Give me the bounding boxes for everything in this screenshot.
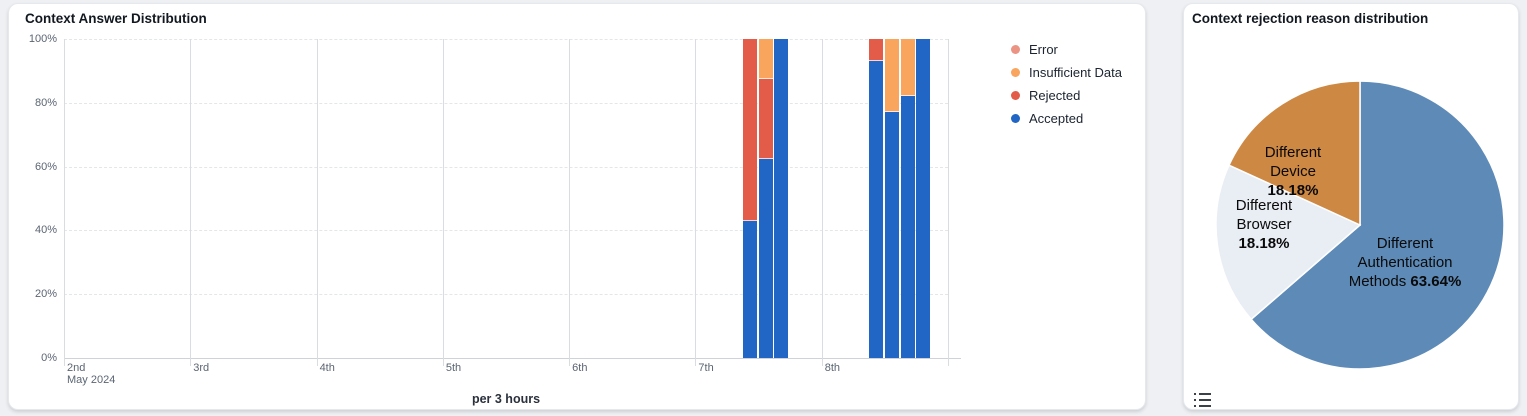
legend-item-error[interactable]: Error [1011,42,1122,57]
x-gridline [569,39,571,366]
bar-segment-accepted[interactable] [916,39,931,358]
x-axis-line [64,358,961,359]
bar-segment-rejected[interactable] [742,39,757,221]
x-tick-label: 2nd [67,362,86,374]
bar-segment-rejected[interactable] [758,78,773,159]
y-gridline [64,102,948,104]
bar-chart-xaxis-unit-label: per 3 hours [471,392,541,406]
y-tick-label: 100% [28,33,57,45]
pie-slice-different-browser[interactable] [1215,164,1362,321]
legend-color-dot [1011,68,1020,77]
x-tick-label: 8th [824,362,840,374]
bar-segment-accepted[interactable] [900,96,915,358]
bar-segment-rejected[interactable] [869,39,884,62]
y-tick-label: 40% [34,224,57,237]
stacked-bar[interactable] [869,39,884,358]
stacked-bar[interactable] [774,39,789,358]
pie-slice-different-device[interactable] [1228,80,1361,227]
legend-color-dot [1011,45,1020,54]
x-gridline [64,39,65,366]
pie-chart-title: Context rejection reason distribution [1192,11,1429,26]
legend-item-accepted[interactable]: Accepted [1011,111,1122,126]
legend-toggle-row [1194,393,1212,395]
bar-chart-title: Context Answer Distribution [25,11,207,26]
pie-slice-label-different-browser: Different Browser 18.18% [1235,197,1293,252]
legend-color-dot [1011,114,1020,123]
x-tick-label: 7th [698,362,714,374]
bar-segment-accepted[interactable] [758,158,773,358]
y-gridline [64,166,948,168]
bar-segment-accepted[interactable] [869,61,884,358]
y-tick-label: 20% [34,288,57,301]
pie-chart [1215,80,1505,370]
legend-item-label: Rejected [1029,88,1081,103]
x-gridline [821,39,823,366]
y-tick-label: 60% [34,160,57,173]
bar-segment-insufficient-data[interactable] [900,39,915,97]
x-tick-sublabel: May 2024 [67,374,116,386]
y-gridline [64,230,948,232]
x-gridline [442,39,444,366]
bar-segment-insufficient-data[interactable] [884,39,899,113]
x-tick-label: 3rd [193,362,210,374]
pie-slice-different-authentication-methods[interactable] [1250,80,1505,370]
stacked-bar[interactable] [900,39,915,358]
pie-chart-panel: Context rejection reason distribution Di… [1183,3,1519,410]
y-tick-label: 0% [41,352,57,364]
pie-slice-label-different-device: Different Device 18.18% [1264,144,1322,199]
bar-chart-plot-area: 0% 20% 40% 60% 80% 100% 2nd May 2024 3rd 4th 5th 6t… [29,33,961,386]
x-tick-label: 5th [445,362,462,374]
stacked-bar[interactable] [758,39,773,358]
bar-segment-accepted[interactable] [884,112,899,358]
bar-segment-accepted[interactable] [742,220,757,358]
bar-segment-insufficient-data[interactable] [758,39,773,79]
stacked-bar[interactable] [742,39,757,358]
legend-item-rejected[interactable]: Rejected [1011,88,1122,103]
y-gridline [64,294,948,296]
x-tick-label: 4th [319,362,335,374]
y-tick-label: 80% [34,96,57,109]
bar-chart-panel: Context Answer Distribution 0% 20% 40% 60% 8… [8,3,1146,410]
x-gridline [948,39,949,366]
bar-chart-legend: Error Insufficient Data Rejected Accepted [1011,42,1122,126]
legend-toggle-icon[interactable] [1194,392,1212,408]
legend-item-label: Error [1029,42,1058,57]
stacked-bar[interactable] [916,39,931,358]
legend-toggle-row [1194,399,1212,401]
legend-item-label: Insufficient Data [1029,65,1122,80]
x-gridline [695,39,697,366]
legend-item-label: Accepted [1029,111,1084,126]
legend-toggle-row [1194,405,1212,407]
bar-segment-accepted[interactable] [774,39,789,358]
x-gridline [316,39,318,366]
legend-color-dot [1011,91,1020,100]
x-gridline [190,39,192,366]
pie-slice-label-different-authentication-methods: Different Authentication Methods 63.64% [1348,235,1462,290]
y-gridline [64,39,948,40]
legend-item-insufficient-data[interactable]: Insufficient Data [1011,65,1122,80]
x-tick-label: 6th [572,362,588,374]
stacked-bar[interactable] [884,39,899,358]
